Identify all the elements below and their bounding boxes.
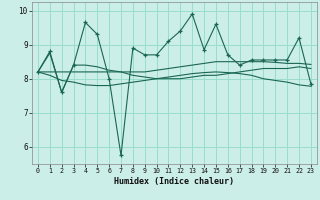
X-axis label: Humidex (Indice chaleur): Humidex (Indice chaleur) bbox=[115, 177, 234, 186]
